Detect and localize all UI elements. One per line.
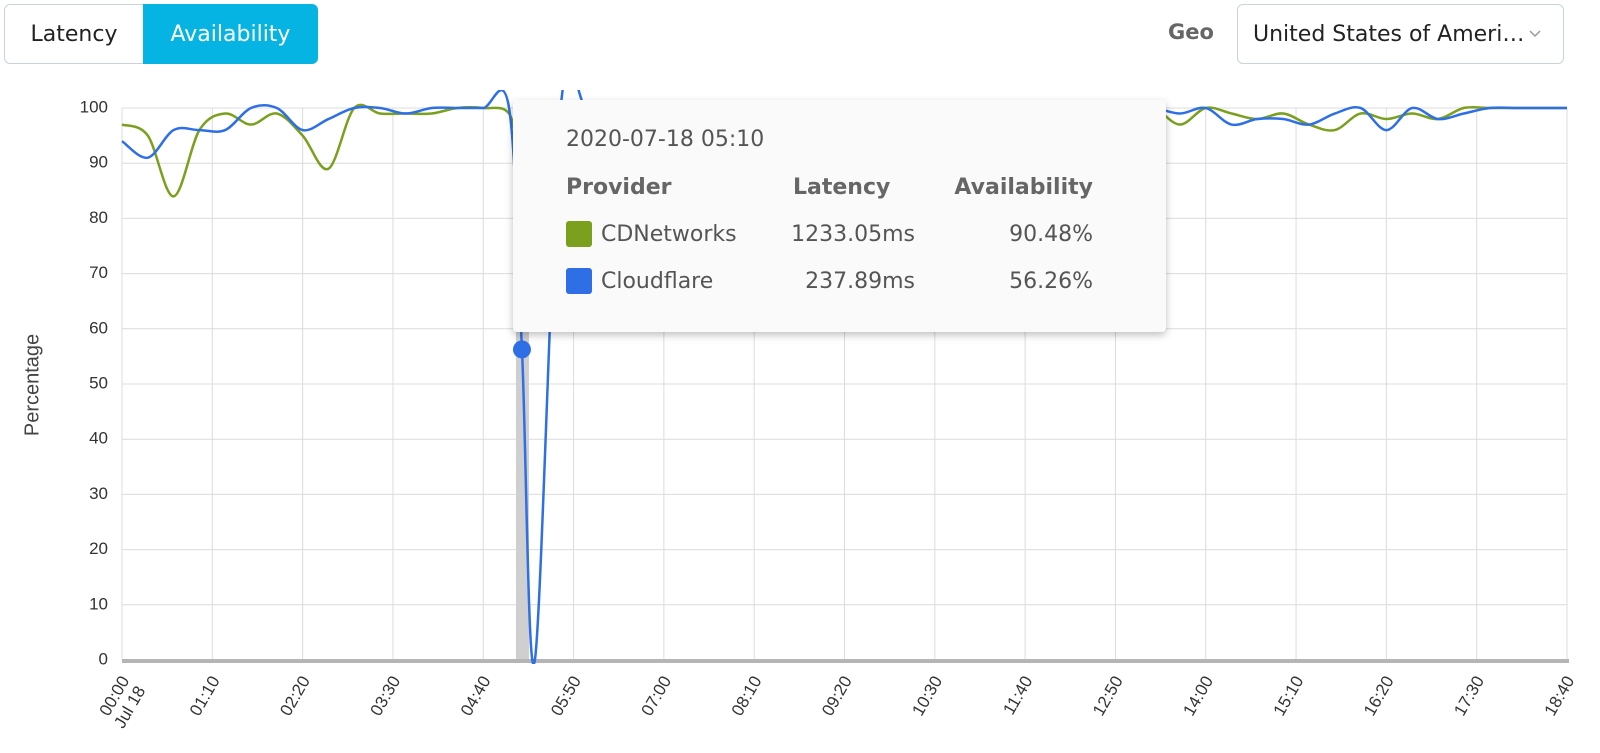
availability-value: 56.26%: [1009, 269, 1093, 294]
legend-swatch: [566, 268, 592, 294]
tooltip-header: Latency: [793, 175, 891, 200]
geo-value: United States of Ameri…: [1253, 22, 1525, 47]
latency-value: 237.89ms: [805, 269, 915, 294]
y-tick-label: 40: [89, 429, 108, 448]
x-tick-label: 11:40: [999, 673, 1036, 718]
y-tick-label: 100: [80, 97, 108, 116]
geo-select[interactable]: United States of Ameri…: [1237, 4, 1564, 64]
tab-button[interactable]: Availability: [143, 4, 318, 64]
x-tick-label: 10:30: [908, 673, 946, 719]
y-tick-label: 30: [89, 484, 108, 503]
y-tick-label: 60: [89, 318, 108, 337]
y-tick-label: 10: [89, 594, 108, 613]
tooltip-header: Availability: [954, 175, 1093, 200]
provider-name: CDNetworks: [601, 222, 737, 247]
x-tick-label: 15:10: [1270, 673, 1308, 719]
x-tick-label: 18:40: [1541, 673, 1579, 719]
x-tick-label: 16:20: [1360, 673, 1398, 719]
chevron-icon: [1529, 30, 1541, 38]
x-tick-label: 14:00: [1179, 673, 1217, 719]
x-tick-label: 12:50: [1089, 673, 1127, 719]
x-tick-label: 17:30: [1450, 673, 1488, 719]
x-tick-label: 04:40: [457, 673, 495, 719]
y-tick-label: 80: [89, 208, 108, 227]
y-axis-label: Percentage: [21, 334, 43, 436]
tooltip-header: Provider: [566, 175, 672, 200]
x-tick-label: 09:20: [818, 673, 856, 719]
legend-swatch: [566, 221, 592, 247]
tooltip-title: 2020-07-18 05:10: [566, 127, 765, 152]
x-tick-label: 07:00: [637, 673, 675, 719]
y-tick-label: 20: [89, 539, 108, 558]
hover-point: [512, 340, 531, 359]
provider-name: Cloudflare: [601, 269, 714, 294]
geo-label: Geo: [1168, 20, 1214, 44]
x-tick-label: 08:10: [728, 673, 766, 719]
x-tick-label: 02:20: [276, 673, 314, 719]
y-tick-label: 0: [99, 649, 108, 668]
y-tick-label: 70: [89, 263, 108, 282]
x-tick-label: 01:10: [186, 673, 224, 719]
availability-value: 90.48%: [1009, 222, 1093, 247]
tooltip: 2020-07-18 05:10 Provider Latency Availa…: [513, 100, 1166, 332]
tab-button[interactable]: Latency: [4, 4, 144, 64]
x-tick-label: 05:50: [547, 673, 585, 719]
x-tick-label: 03:30: [367, 673, 405, 719]
latency-value: 1233.05ms: [791, 222, 915, 247]
y-tick-label: 90: [89, 153, 108, 172]
y-tick-label: 50: [89, 373, 108, 392]
